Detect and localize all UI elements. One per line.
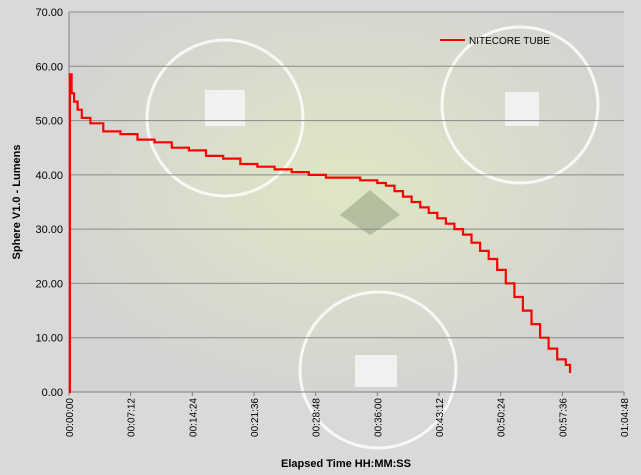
x-axis-title: Elapsed Time HH:MM:SS bbox=[281, 458, 411, 470]
y-tick-label: 50.00 bbox=[35, 116, 63, 128]
x-axis-ticks: 00:00:00 00:07:12 00:14:24 00:21:36 00:28:48… bbox=[65, 392, 631, 437]
x-tick-label: 00:07:12 bbox=[127, 398, 138, 437]
x-tick-label: 00:21:36 bbox=[250, 398, 261, 437]
y-tick-label: 40.00 bbox=[35, 170, 63, 182]
y-tick-label: 60.00 bbox=[35, 61, 63, 73]
y-axis-title: Sphere V1.0 - Lumens bbox=[11, 145, 23, 260]
x-tick-label: 00:28:48 bbox=[312, 398, 323, 437]
x-tick-label: 00:00:00 bbox=[65, 398, 76, 437]
y-tick-label: 0.00 bbox=[42, 387, 63, 399]
data-series bbox=[68, 73, 572, 394]
x-tick-label: 01:04:48 bbox=[620, 398, 631, 437]
x-tick-label: 00:57:36 bbox=[558, 398, 569, 437]
y-axis-ticks: 0.00 10.00 20.00 30.00 40.00 50.00 60.00 70.00 bbox=[35, 7, 63, 399]
background-photo bbox=[69, 12, 624, 450]
series-line-nitecore-tube bbox=[68, 73, 572, 394]
legend: NITECORE TUBE bbox=[440, 36, 550, 47]
y-tick-label: 20.00 bbox=[35, 278, 63, 290]
y-tick-label: 10.00 bbox=[35, 333, 63, 345]
x-tick-label: 00:43:12 bbox=[435, 398, 446, 437]
y-tick-label: 70.00 bbox=[35, 7, 63, 19]
y-tick-label: 30.00 bbox=[35, 224, 63, 236]
legend-label-nitecore-tube: NITECORE TUBE bbox=[469, 36, 550, 47]
x-tick-label: 00:14:24 bbox=[188, 398, 199, 437]
x-tick-label: 00:36:00 bbox=[373, 398, 384, 437]
x-tick-label: 00:50:24 bbox=[497, 398, 508, 437]
